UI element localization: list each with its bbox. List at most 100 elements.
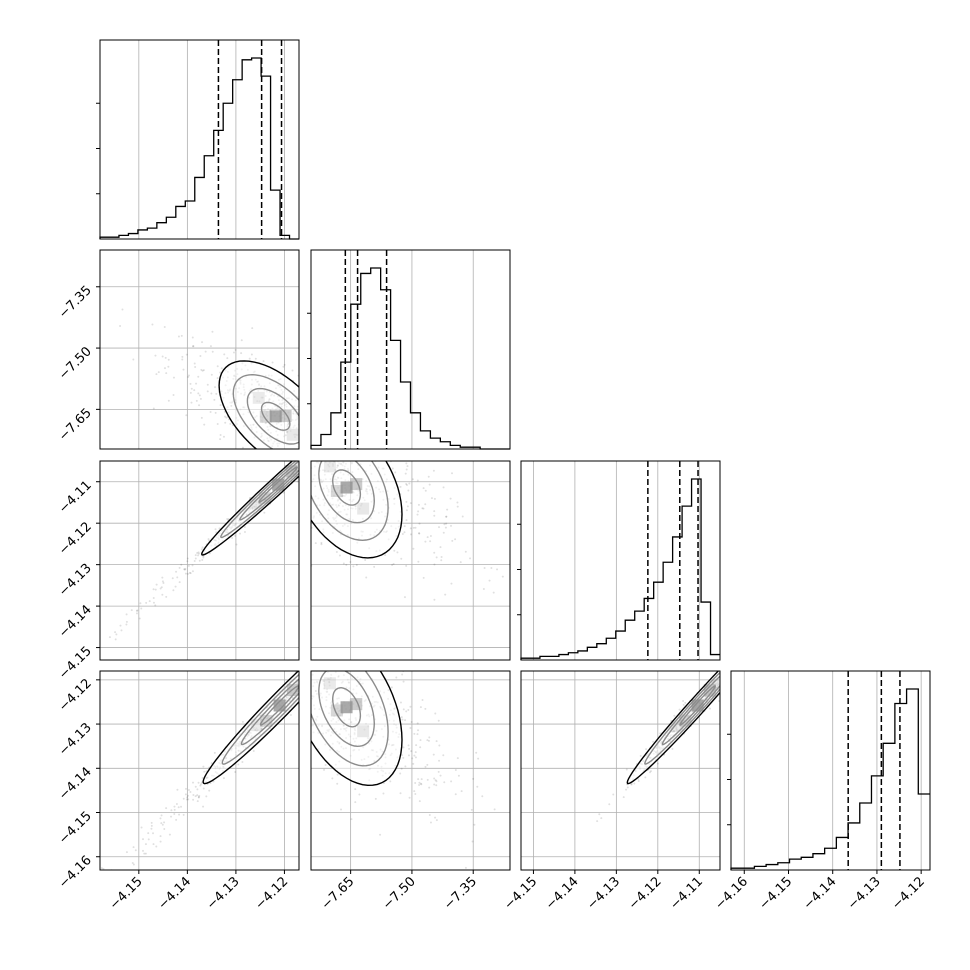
scatter-point — [728, 665, 730, 667]
contour-line — [626, 671, 720, 785]
scatter-point — [131, 862, 134, 865]
scatter-point — [319, 648, 321, 650]
scatter-point — [197, 795, 200, 798]
scatter-point — [115, 633, 118, 636]
scatter-point — [407, 489, 410, 492]
scatter-point — [459, 561, 462, 564]
scatter-point — [329, 451, 331, 453]
scatter-point — [724, 670, 726, 672]
scatter-point — [186, 557, 189, 560]
scatter-point — [333, 641, 335, 643]
scatter-point — [304, 681, 306, 683]
scatter-point — [432, 753, 435, 756]
scatter-point — [329, 441, 331, 443]
scatter-point — [136, 609, 139, 612]
scatter-point — [211, 350, 214, 353]
histogram-step — [99, 57, 299, 240]
scatter-point — [359, 662, 361, 664]
scatter-point — [360, 624, 362, 626]
scatter-point — [745, 657, 747, 659]
scatter-point — [209, 410, 212, 413]
scatter-point — [193, 362, 196, 365]
scatter-point — [391, 564, 394, 567]
scatter-point — [340, 626, 342, 628]
scatter-point — [673, 714, 676, 717]
scatter-point — [181, 358, 184, 361]
histogram-panel-1 — [307, 249, 511, 450]
scatter-point — [359, 624, 361, 626]
scatter-point — [290, 499, 292, 501]
scatter-point — [442, 531, 445, 534]
scatter-point — [305, 681, 307, 683]
scatter-point — [333, 651, 335, 653]
scatter-point — [322, 660, 324, 662]
scatter-point — [405, 484, 408, 487]
scatter-point — [191, 564, 194, 567]
scatter-point — [305, 668, 307, 670]
scatter-point — [251, 327, 254, 330]
scatter-point — [334, 635, 336, 637]
scatter-point — [333, 407, 335, 409]
scatter-point — [316, 453, 318, 455]
scatter-point — [308, 429, 310, 431]
scatter-point — [186, 572, 189, 575]
scatter-point — [744, 642, 746, 644]
scatter-point — [305, 445, 307, 447]
scatter-point — [427, 739, 430, 742]
scatter-point — [298, 458, 300, 460]
scatter-point — [210, 392, 213, 395]
scatter-point — [302, 686, 304, 688]
scatter-point — [213, 398, 216, 401]
scatter-point — [600, 817, 603, 820]
scatter-point — [656, 762, 659, 765]
scatter-point — [311, 423, 313, 425]
scatter-point — [492, 591, 495, 594]
scatter-point — [788, 607, 790, 609]
scatter-point — [315, 440, 317, 442]
scatter-point — [362, 401, 364, 403]
scatter-point — [314, 664, 316, 666]
scatter-point — [164, 356, 167, 359]
scatter-point — [376, 443, 378, 445]
scatter-point — [336, 773, 339, 776]
scatter-point — [328, 439, 330, 441]
scatter-point — [302, 687, 304, 689]
scatter-point — [300, 437, 302, 439]
scatter-point — [305, 447, 307, 449]
scatter-point — [327, 438, 329, 440]
scatter-point — [214, 386, 217, 389]
scatter-point — [759, 644, 761, 646]
scatter-point — [308, 464, 310, 466]
x-tick-label: −4.13 — [845, 874, 884, 913]
scatter-point — [307, 733, 309, 735]
scatter-point — [416, 733, 419, 736]
scatter-point — [317, 453, 319, 455]
scatter-point — [173, 805, 176, 808]
scatter-panel-2-0 — [100, 401, 364, 660]
scatter-point — [734, 656, 736, 658]
scatter-point — [325, 664, 327, 666]
scatter-point — [182, 797, 185, 800]
scatter-point — [405, 710, 408, 713]
scatter-point — [359, 413, 361, 415]
scatter-point — [336, 422, 338, 424]
scatter-point — [252, 749, 255, 752]
scatter-point — [405, 509, 408, 512]
scatter-point — [471, 840, 474, 843]
scatter-point — [165, 372, 168, 375]
scatter-point — [206, 390, 209, 393]
scatter-point — [342, 457, 344, 459]
scatter-point — [271, 361, 274, 364]
scatter-point — [317, 663, 319, 665]
scatter-point — [235, 543, 238, 546]
scatter-point — [409, 527, 412, 530]
scatter-point — [726, 660, 728, 662]
scatter-point — [264, 627, 266, 629]
scatter-point — [272, 471, 274, 473]
scatter-point — [326, 440, 328, 442]
scatter-point — [305, 416, 307, 418]
scatter-point — [114, 638, 117, 641]
scatter-point — [762, 635, 764, 637]
y-tick-label: −4.12 — [56, 676, 95, 715]
scatter-point — [91, 879, 93, 881]
